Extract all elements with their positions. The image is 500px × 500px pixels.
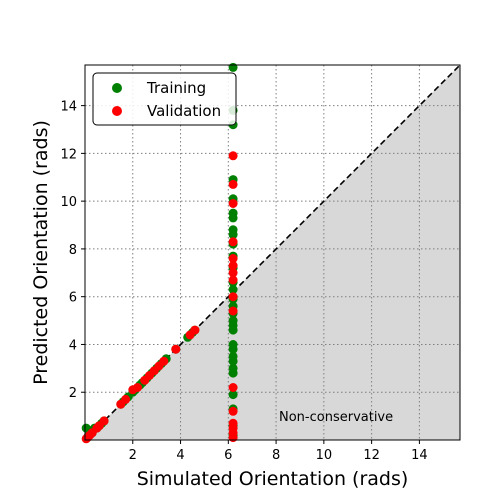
x-tick-label: 10 — [316, 448, 333, 463]
y-tick-label: 2 — [69, 386, 77, 401]
grid-lines — [85, 65, 460, 440]
validation-point — [228, 268, 238, 278]
validation-point — [228, 151, 238, 161]
x-axis-ticks: 2 4 6 8 10 12 14 — [129, 440, 428, 463]
validation-point — [228, 179, 238, 189]
y-axis-title: Predicted Orientation (rads) — [30, 120, 52, 385]
legend-validation-label: Validation — [147, 102, 221, 120]
validation-point — [133, 383, 142, 392]
y-tick-label: 14 — [60, 100, 77, 115]
y-tick-label: 4 — [69, 338, 77, 353]
non-conservative-annotation: Non-conservative — [279, 410, 393, 425]
training-point — [228, 344, 238, 354]
training-point — [228, 368, 238, 378]
validation-point — [228, 199, 238, 208]
validation-point — [190, 325, 200, 335]
plot-area — [81, 62, 461, 444]
training-point — [228, 390, 238, 400]
x-tick-label: 6 — [224, 448, 232, 463]
x-tick-label: 12 — [363, 448, 380, 463]
x-axis-title: Simulated Orientation (rads) — [137, 468, 409, 490]
validation-point — [228, 292, 238, 302]
data-points — [81, 62, 238, 444]
legend-validation-marker — [112, 106, 122, 116]
x-tick-label: 2 — [129, 448, 137, 463]
validation-point — [99, 416, 109, 426]
validation-point — [228, 261, 238, 271]
y-tick-label: 6 — [69, 291, 77, 306]
plot-frame — [84, 64, 461, 441]
validation-point — [228, 254, 238, 263]
validation-point — [228, 306, 238, 316]
validation-point — [228, 383, 238, 392]
training-point — [228, 62, 238, 72]
validation-point — [171, 344, 181, 354]
validation-point — [228, 406, 238, 416]
y-axis-ticks: 2 4 6 8 10 12 14 — [60, 100, 85, 401]
training-point — [228, 213, 238, 223]
y-tick-label: 12 — [60, 147, 77, 162]
legend-border — [92, 72, 237, 126]
validation-point — [121, 394, 131, 404]
validation-point — [159, 356, 169, 366]
training-point — [228, 356, 238, 366]
legend-training-marker — [112, 83, 122, 93]
training-point — [228, 230, 238, 240]
legend-training-label: Training — [146, 79, 206, 97]
x-tick-label: 8 — [272, 448, 280, 463]
x-tick-label: 4 — [176, 448, 184, 463]
validation-point — [228, 275, 238, 285]
x-tick-label: 14 — [411, 448, 428, 463]
validation-point — [228, 237, 238, 247]
y-tick-label: 8 — [69, 243, 77, 258]
training-point — [228, 285, 238, 294]
validation-point — [228, 433, 238, 443]
legend[interactable]: Training Validation — [92, 72, 237, 126]
y-tick-label: 10 — [60, 195, 77, 210]
training-point — [228, 325, 238, 335]
